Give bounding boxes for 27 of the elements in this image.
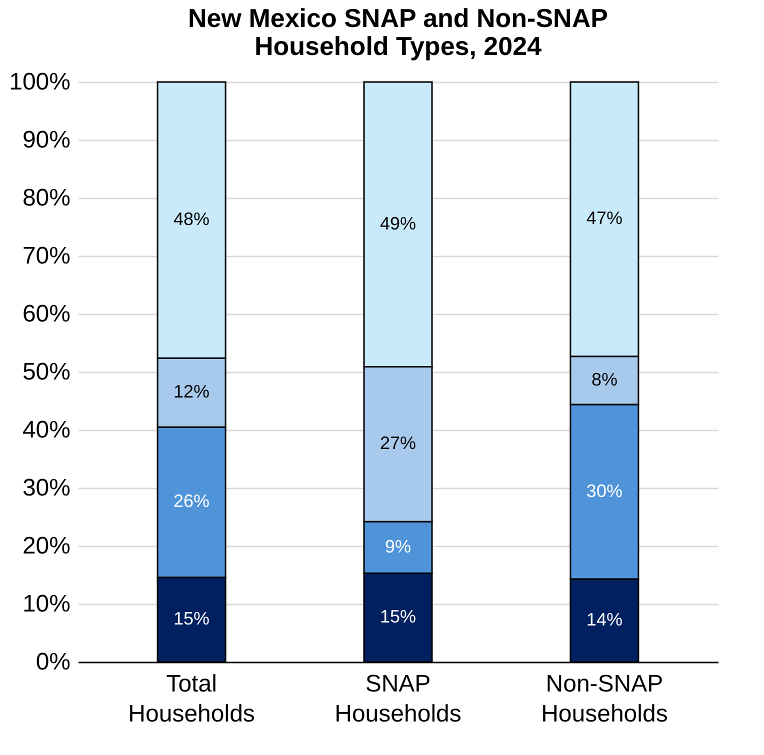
data-label: 14% [586, 610, 622, 630]
data-label: 15% [380, 606, 416, 627]
data-label: 27% [380, 433, 416, 454]
data-label: 12% [174, 382, 210, 402]
y-tick-label: 20% [22, 532, 70, 560]
data-label: 48% [174, 209, 210, 230]
data-label: 8% [591, 369, 618, 390]
data-label: 9% [384, 536, 412, 556]
y-tick-label: 0% [36, 648, 70, 676]
y-tick-label: 30% [22, 474, 70, 502]
y-tick-label: 80% [22, 184, 70, 212]
chart-title: New Mexico SNAP and Non-SNAP Household Types, 2024 [188, 3, 608, 61]
data-label: 30% [586, 480, 622, 501]
data-label: 15% [174, 608, 210, 629]
data-label: 26% [174, 491, 210, 512]
x-tick-label: Total Households [128, 670, 255, 728]
data-label: 49% [380, 213, 416, 234]
x-tick-label: SNAP Households [334, 670, 462, 728]
y-tick-label: 60% [22, 300, 70, 328]
y-tick-label: 40% [22, 416, 70, 444]
x-tick-label: Non-SNAP Households [541, 670, 668, 728]
data-label: 47% [586, 208, 622, 228]
y-tick-label: 10% [22, 590, 70, 618]
y-tick-label: 70% [22, 242, 70, 270]
y-tick-label: 90% [22, 126, 70, 154]
y-tick-label: 100% [9, 68, 70, 96]
y-tick-label: 50% [22, 358, 70, 386]
